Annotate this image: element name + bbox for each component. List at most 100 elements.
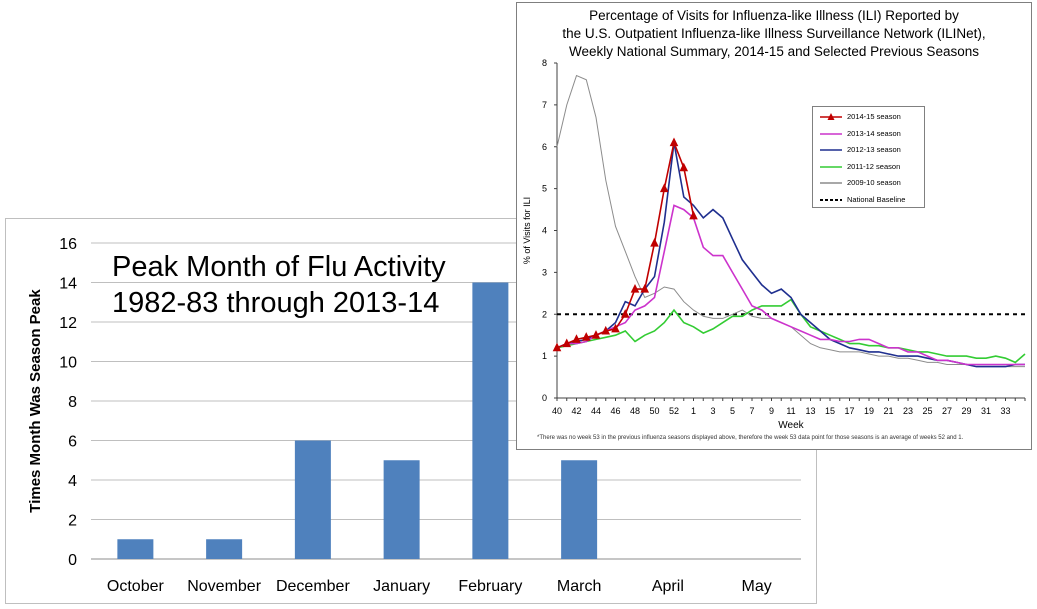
series-line-2009-10-season (556, 74, 1025, 368)
y-axis-title: % of Visits for ILI (522, 197, 532, 264)
ili-weekly-chart: Percentage of Visits for Influenza-like … (516, 2, 1032, 450)
x-axis-title: Week (778, 420, 804, 431)
data-point-marker (572, 334, 581, 343)
ili-title-line-1: Percentage of Visits for Influenza-like … (589, 8, 959, 23)
legend-label: 2009-10 season (847, 178, 901, 187)
data-point-marker (630, 284, 640, 293)
x-tick-label: 52 (669, 406, 679, 416)
legend-entry: 2011-12 season (818, 161, 923, 173)
x-tick-label: May (742, 578, 772, 595)
ili-title-line-3: Weekly National Summary, 2014-15 and Sel… (569, 44, 979, 59)
x-tick-label: 48 (630, 406, 640, 416)
data-point-marker (601, 325, 611, 335)
peak-month-title-line-1: Peak Month of Flu Activity (112, 251, 446, 283)
x-tick-label: March (557, 578, 601, 595)
y-tick-label: 0 (542, 393, 547, 403)
data-point-marker (562, 338, 572, 348)
x-tick-label: 50 (649, 406, 659, 416)
data-point-marker (620, 309, 630, 318)
y-tick-label: 12 (59, 315, 77, 332)
y-tick-label: 6 (542, 142, 547, 152)
legend-swatch (820, 198, 842, 201)
y-tick-label: 3 (542, 267, 547, 277)
y-tick-label: 5 (542, 184, 547, 194)
data-point-marker (689, 210, 698, 220)
x-tick-label: 23 (903, 406, 913, 416)
legend-label: 2012-13 season (847, 145, 901, 154)
bar (206, 539, 243, 559)
y-axis-title: Times Month Was Season Peak (27, 289, 44, 513)
x-tick-label: 11 (786, 406, 795, 416)
x-tick-label: November (187, 578, 261, 595)
ili-legend: 2014-15 season 2013-14 season 2012-13 seas… (812, 106, 925, 208)
ili-title-line-2: the U.S. Outpatient Influenza-like Illne… (562, 26, 986, 41)
peak-month-chart-title: Peak Month of Flu Activity 1982-83 throu… (112, 249, 472, 321)
series-line-2011-12-season (556, 298, 1026, 364)
x-tick-label: October (107, 578, 165, 595)
legend-swatch-marker (827, 113, 835, 120)
ili-footnote: *There was no week 53 in the previous in… (537, 435, 964, 441)
y-tick-label: 1 (542, 351, 547, 361)
y-tick-label: 14 (59, 276, 77, 293)
legend-entry: National Baseline (818, 194, 923, 206)
y-tick-label: 10 (59, 355, 77, 372)
y-tick-label: 8 (542, 58, 547, 68)
x-tick-label: 40 (552, 406, 562, 416)
series-line-2013-14-season (556, 204, 1025, 366)
data-point-marker (650, 237, 659, 247)
y-tick-label: 4 (542, 226, 547, 236)
data-point-marker (581, 332, 591, 341)
x-tick-label: 9 (769, 406, 774, 416)
x-tick-label: 27 (942, 406, 952, 416)
x-tick-label: April (652, 578, 684, 595)
x-tick-label: 7 (749, 406, 754, 416)
legend-entry: 2014-15 season (818, 111, 923, 123)
x-tick-label: 25 (922, 406, 932, 416)
x-tick-label: 3 (710, 406, 715, 416)
legend-label: 2014-15 season (847, 112, 901, 121)
data-point-marker (659, 183, 669, 193)
x-tick-label: 17 (844, 406, 854, 416)
data-point-marker (591, 330, 601, 339)
y-tick-label: 8 (68, 394, 77, 411)
x-tick-label: 33 (1000, 406, 1010, 416)
x-tick-label: February (458, 578, 522, 595)
legend-swatch (820, 182, 842, 184)
bar (383, 460, 420, 559)
x-tick-label: 21 (883, 406, 893, 416)
x-tick-label: January (373, 578, 430, 595)
y-tick-label: 0 (68, 552, 77, 569)
x-tick-label: 1 (691, 406, 696, 416)
data-point-marker (669, 137, 679, 147)
bar (561, 460, 598, 559)
peak-month-title-line-2: 1982-83 through 2013-14 (112, 287, 440, 319)
y-tick-label: 16 (59, 236, 77, 253)
x-tick-label: 29 (961, 406, 971, 416)
y-tick-label: 2 (542, 309, 547, 319)
data-point-marker (679, 162, 689, 172)
y-tick-label: 2 (68, 513, 77, 530)
bar (117, 539, 154, 559)
legend-entry: 2012-13 season (818, 144, 923, 156)
data-point-marker (640, 284, 650, 293)
ili-chart-title: Percentage of Visits for Influenza-like … (537, 7, 1011, 61)
y-tick-label: 6 (68, 434, 77, 451)
data-point-marker (611, 323, 620, 333)
x-tick-label: 13 (805, 406, 815, 416)
x-tick-label: 42 (571, 406, 581, 416)
legend-swatch (820, 132, 842, 135)
legend-swatch (820, 149, 842, 151)
x-tick-label: 46 (610, 406, 620, 416)
legend-swatch (820, 165, 842, 168)
legend-label: 2013-14 season (847, 128, 901, 138)
legend-entry: 2009-10 season (818, 177, 923, 189)
data-point-marker (552, 342, 562, 352)
y-tick-label: 4 (68, 473, 77, 490)
x-tick-label: December (276, 578, 350, 595)
x-tick-label: 15 (825, 406, 835, 416)
legend-entry: 2013-14 season (818, 128, 923, 140)
x-tick-label: 31 (981, 406, 991, 416)
y-tick-label: 7 (542, 100, 547, 110)
legend-label: 2011-12 season (847, 161, 901, 171)
